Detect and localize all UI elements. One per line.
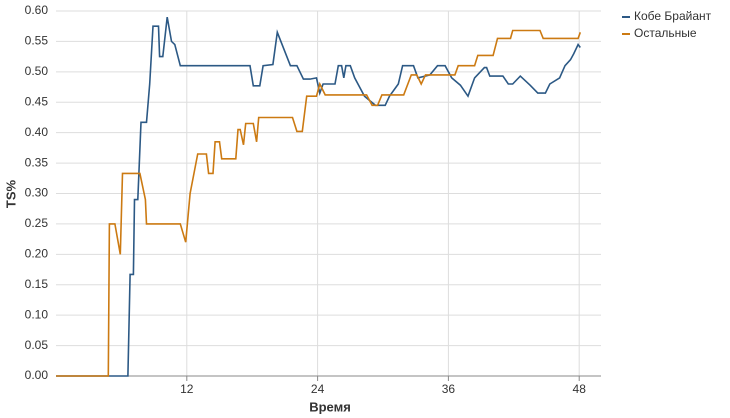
- y-tick-label: 0.55: [25, 34, 49, 48]
- y-tick-label: 0.60: [25, 3, 49, 17]
- y-axis-label: TS%: [3, 179, 18, 208]
- legend-label: Остальные: [634, 26, 697, 40]
- y-tick-label: 0.25: [25, 216, 49, 230]
- y-tick-label: 0.15: [25, 277, 49, 291]
- y-tick-label: 0.50: [25, 64, 49, 78]
- x-tick-label: 36: [442, 382, 456, 396]
- series-line: [56, 16, 581, 377]
- y-tick-label: 0.40: [25, 125, 49, 139]
- y-tick-label: 0.45: [25, 94, 49, 108]
- series-line: [56, 29, 582, 377]
- y-tick-label: 0.35: [25, 155, 49, 169]
- y-tick-label: 0.30: [25, 186, 49, 200]
- x-tick-label: 24: [311, 382, 325, 396]
- y-tick-label: 0.05: [25, 338, 49, 352]
- legend-label: Кобе Брайант: [634, 9, 712, 23]
- y-tick-label: 0.20: [25, 247, 49, 261]
- x-tick-label: 48: [573, 382, 587, 396]
- x-axis-label: Время: [309, 399, 351, 414]
- y-tick-label: 0.10: [25, 307, 49, 321]
- y-tick-label: 0.00: [25, 368, 49, 382]
- x-tick-label: 12: [180, 382, 194, 396]
